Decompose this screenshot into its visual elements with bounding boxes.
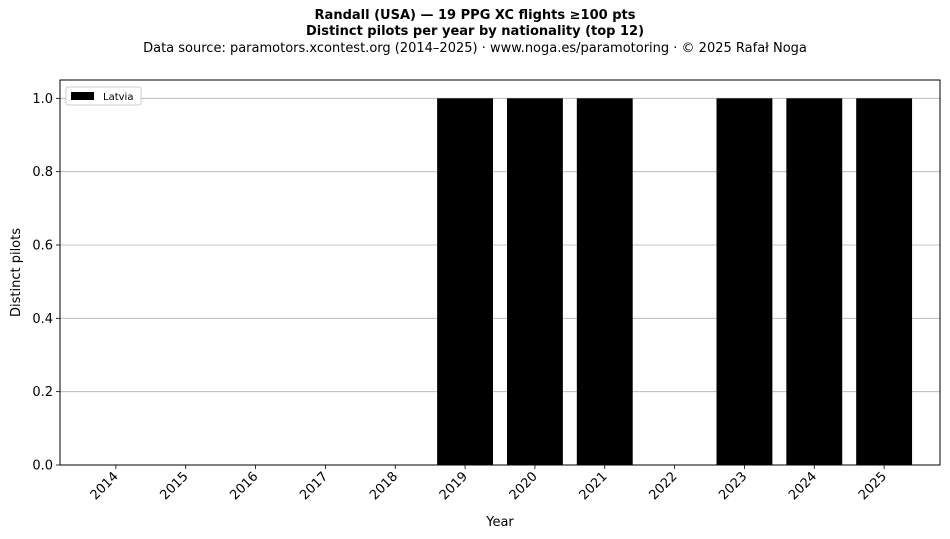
chart-subtitle: Distinct pilots per year by nationality … [305,24,645,39]
x-axis-ticks: 2014 2015 2016 2017 2018 2019 2020 2021 2022 2023… [88,465,890,503]
x-tick-label: 2017 [297,469,331,503]
bar-2020 [506,98,563,465]
y-tick-label: 0.4 [32,312,53,327]
x-tick-label: 2021 [577,469,611,503]
y-tick-label: 0.2 [32,385,53,400]
x-tick-label: 2020 [507,469,541,503]
chart-source-note: Data source: paramotors.xcontest.org (20… [143,41,807,56]
x-tick-label: 2025 [856,469,890,503]
y-tick-label: 0.0 [32,459,53,474]
bars [437,98,913,465]
bar-2024 [786,98,843,465]
plot-frame [59,79,941,466]
bar-2023 [716,98,773,465]
x-tick-label: 2019 [437,469,471,503]
chart-title: Randall (USA) — 19 PPG XC flights ≥100 p… [314,8,636,23]
x-tick-label: 2016 [227,469,261,503]
x-tick-label: 2023 [716,469,750,503]
legend-swatch [71,92,94,100]
x-tick-label: 2018 [367,469,401,503]
bar-2025 [856,98,913,465]
legend-box [65,86,142,106]
x-axis-label: Year [485,515,514,530]
x-tick-label: 2022 [646,469,680,503]
legend-label: Latvia [103,92,133,103]
bar-2021 [576,98,633,465]
y-tick-label: 0.6 [32,239,53,254]
y-axis-ticks: 0.0 0.2 0.4 0.6 0.8 1.0 [32,92,60,474]
bar-2019 [437,98,494,465]
x-tick-label: 2024 [786,469,820,503]
y-axis-label: Distinct pilots [9,228,24,317]
x-tick-label: 2014 [88,469,122,503]
legend: Latvia [65,86,142,106]
y-tick-label: 0.8 [32,165,53,180]
y-tick-label: 1.0 [32,92,53,107]
x-tick-label: 2015 [158,469,192,503]
chart-title-block: Randall (USA) — 19 PPG XC flights ≥100 p… [0,8,950,57]
